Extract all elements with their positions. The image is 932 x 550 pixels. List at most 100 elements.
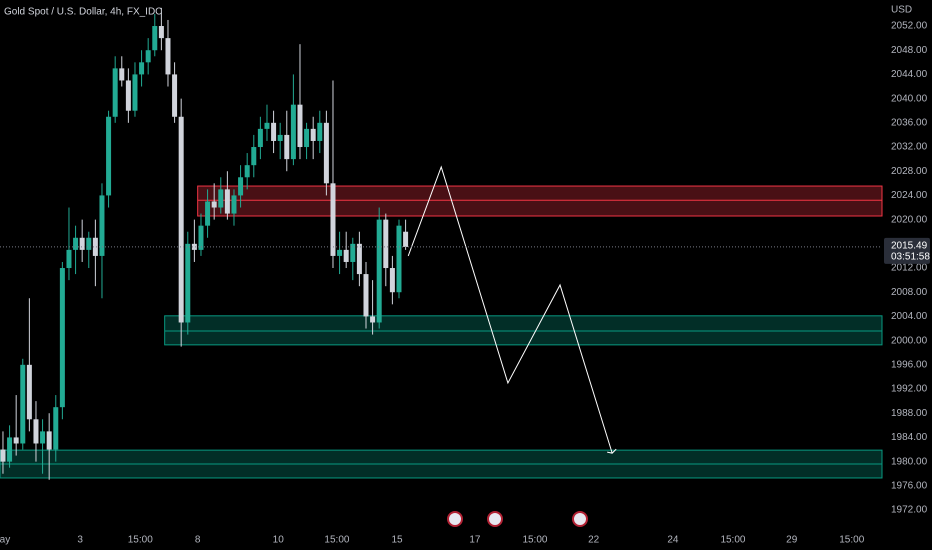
y-tick-label: 1996.00 <box>891 359 928 370</box>
candle-body <box>337 249 343 256</box>
x-tick-label: 15:00 <box>522 535 547 546</box>
candle-body <box>343 249 349 262</box>
y-tick-label: 2012.00 <box>891 263 928 274</box>
candle-body <box>330 183 336 256</box>
candle-body <box>257 128 263 148</box>
candle-body <box>132 74 138 111</box>
x-tick-label: 15:00 <box>324 535 349 546</box>
x-tick-label: 15:00 <box>128 535 153 546</box>
candle-body <box>363 274 369 317</box>
candle-body <box>376 219 382 323</box>
candle-body <box>271 122 277 141</box>
event-icon[interactable] <box>572 511 588 527</box>
x-tick-label: 22 <box>588 535 600 546</box>
candle-body <box>238 177 244 196</box>
candle-body <box>73 237 79 250</box>
candle-body <box>277 134 283 141</box>
candle-body <box>396 225 402 293</box>
projection-line <box>407 165 613 454</box>
candle-body <box>297 104 303 148</box>
y-tick-label: 1984.00 <box>891 432 928 443</box>
y-tick-label: 1992.00 <box>891 384 928 395</box>
projection-arrowhead <box>607 448 617 454</box>
currency-label: USD <box>891 5 912 16</box>
y-tick-label: 2052.00 <box>891 21 928 32</box>
candle-body <box>244 165 250 178</box>
candle-body <box>99 195 105 256</box>
x-tick-label: ay <box>0 535 10 546</box>
candle-body <box>33 419 39 444</box>
candle-body <box>152 26 158 51</box>
x-tick-label: 3 <box>77 535 83 546</box>
candle-body <box>403 231 409 247</box>
candle-body <box>125 80 131 111</box>
y-tick-label: 1976.00 <box>891 480 928 491</box>
candle-body <box>317 122 323 141</box>
candle-body <box>79 237 85 250</box>
candle-body <box>304 128 310 148</box>
candle-body <box>370 316 376 323</box>
event-icon[interactable] <box>487 511 503 527</box>
candle-body <box>40 431 46 444</box>
candle-body <box>66 249 72 269</box>
candle-body <box>350 243 356 262</box>
last-price-tag <box>884 237 930 264</box>
candle-body <box>383 219 389 269</box>
candle-body <box>119 68 125 81</box>
candle-body <box>211 201 217 208</box>
candle-body <box>178 116 184 323</box>
y-tick-label: 1972.00 <box>891 505 928 516</box>
event-icon[interactable] <box>447 511 463 527</box>
y-tick-label: 2032.00 <box>891 142 928 153</box>
candle-body <box>198 225 204 250</box>
y-tick-label: 2004.00 <box>891 311 928 322</box>
x-tick-label: 29 <box>786 535 798 546</box>
chart-title: Gold Spot / U.S. Dollar, 4h, FX_IDC <box>4 7 162 18</box>
candle-body <box>323 122 329 184</box>
candle-body <box>59 268 65 408</box>
candle-body <box>112 68 118 117</box>
candle-body <box>145 50 151 63</box>
candle-body <box>389 268 395 293</box>
candle-body <box>310 128 316 141</box>
event-icons[interactable] <box>447 511 588 527</box>
x-tick-label: 15:00 <box>839 535 864 546</box>
candle-body <box>231 195 237 214</box>
candle-body <box>251 147 257 166</box>
candle-body <box>158 26 164 39</box>
x-tick-label: 8 <box>195 535 201 546</box>
candle-body <box>224 189 230 214</box>
candle-body <box>356 243 362 275</box>
candle-body <box>53 407 59 450</box>
candle-body <box>46 431 52 450</box>
x-tick-label: 24 <box>667 535 679 546</box>
candle-body <box>185 243 191 323</box>
y-tick-label: 2000.00 <box>891 335 928 346</box>
y-tick-label: 2036.00 <box>891 117 928 128</box>
candle-body <box>284 134 290 160</box>
x-tick-label: 15 <box>391 535 403 546</box>
y-tick-label: 2048.00 <box>891 45 928 56</box>
y-tick-label: 2028.00 <box>891 166 928 177</box>
x-tick-label: 17 <box>469 535 481 546</box>
x-tick-label: 10 <box>273 535 285 546</box>
last-price-label: 2015.49 <box>891 241 928 252</box>
candle-body <box>139 62 145 75</box>
y-tick-label: 2044.00 <box>891 69 928 80</box>
candle-body <box>13 437 19 444</box>
candle-body <box>7 437 13 462</box>
x-tick-label: 15:00 <box>720 535 745 546</box>
candle-body <box>205 201 211 226</box>
y-tick-label: 2020.00 <box>891 214 928 225</box>
zone <box>197 185 883 217</box>
candle-body <box>290 104 296 160</box>
candle-body <box>0 449 6 462</box>
candle-body <box>172 74 178 117</box>
candle-body <box>86 237 92 250</box>
zone <box>164 315 883 346</box>
countdown-label: 03:51:58 <box>891 252 930 263</box>
y-tick-label: 1988.00 <box>891 408 928 419</box>
y-tick-label: 2024.00 <box>891 190 928 201</box>
